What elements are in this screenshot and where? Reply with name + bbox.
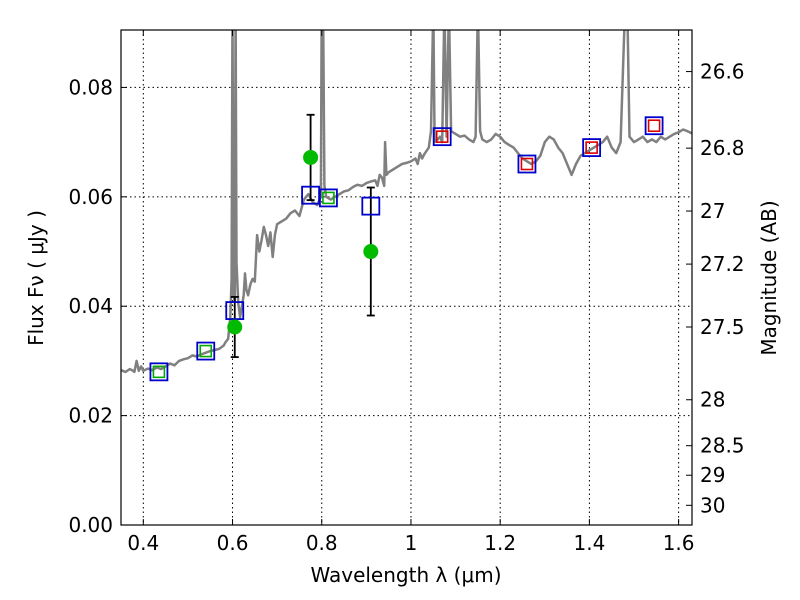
x-tick-label: 1.4 bbox=[573, 531, 605, 555]
y2-tick-label: 26.6 bbox=[700, 60, 745, 84]
y2-tick-label: 27.5 bbox=[700, 315, 745, 339]
y-tick-label: 0.04 bbox=[68, 294, 113, 318]
y2-tick-label: 29 bbox=[700, 463, 725, 487]
y-axis-right: 26.6 26.8 27 27.2 27.5 28 28.5 29 30 bbox=[686, 60, 745, 517]
x-tick-label: 1.2 bbox=[484, 531, 516, 555]
data-points-layer bbox=[149, 113, 664, 382]
x-tick-label: 0.8 bbox=[306, 531, 338, 555]
y-tick-label: 0.02 bbox=[68, 404, 113, 428]
band-marker bbox=[647, 119, 661, 133]
band-marker bbox=[322, 191, 335, 205]
model-flux-square bbox=[319, 188, 338, 208]
x-tick-label: 0.6 bbox=[217, 531, 249, 555]
x-axis: 0.4 0.6 0.8 1 1.2 1.4 1.6 bbox=[127, 30, 695, 555]
y-axis-left: 0.00 0.02 0.04 0.06 0.08 bbox=[68, 75, 127, 537]
y2-tick-label: 27 bbox=[700, 199, 725, 223]
plot-frame bbox=[120, 29, 693, 526]
y-tick-label: 0.08 bbox=[68, 75, 113, 99]
observed-flux-point bbox=[303, 149, 319, 165]
model-flux-square bbox=[361, 196, 381, 216]
y2-axis-label: Magnitude (AB) bbox=[757, 200, 781, 355]
observed-flux-point bbox=[363, 244, 379, 260]
model-flux-square bbox=[582, 138, 602, 157]
y2-tick-label: 30 bbox=[700, 493, 725, 517]
model-flux-square bbox=[644, 116, 664, 136]
y-tick-label: 0.00 bbox=[68, 513, 113, 537]
y-tick-label: 0.06 bbox=[68, 185, 113, 209]
spectrum-layer bbox=[121, 30, 692, 374]
model-flux-square bbox=[432, 127, 452, 147]
x-tick-label: 1 bbox=[405, 531, 418, 555]
model-flux-square bbox=[196, 341, 216, 361]
y2-tick-label: 27.2 bbox=[700, 252, 745, 276]
x-axis-label: Wavelength λ (μm) bbox=[310, 563, 501, 587]
model-flux-square bbox=[149, 362, 169, 382]
y-axis-label: Flux Fν ( μJy ) bbox=[24, 210, 48, 346]
model-flux-square bbox=[225, 301, 245, 320]
band-marker bbox=[199, 344, 213, 358]
y2-tick-label: 28 bbox=[700, 388, 725, 412]
x-tick-label: 0.4 bbox=[127, 531, 159, 555]
observed-flux-point bbox=[227, 319, 243, 335]
y2-tick-label: 26.8 bbox=[700, 136, 745, 160]
spectrum-line bbox=[121, 30, 692, 374]
band-marker bbox=[520, 157, 534, 171]
y2-tick-label: 28.5 bbox=[700, 434, 745, 458]
band-marker bbox=[435, 130, 449, 143]
band-marker bbox=[152, 365, 166, 379]
band-marker bbox=[585, 141, 598, 154]
model-flux-square bbox=[517, 154, 537, 174]
x-tick-label: 1.6 bbox=[663, 531, 695, 555]
